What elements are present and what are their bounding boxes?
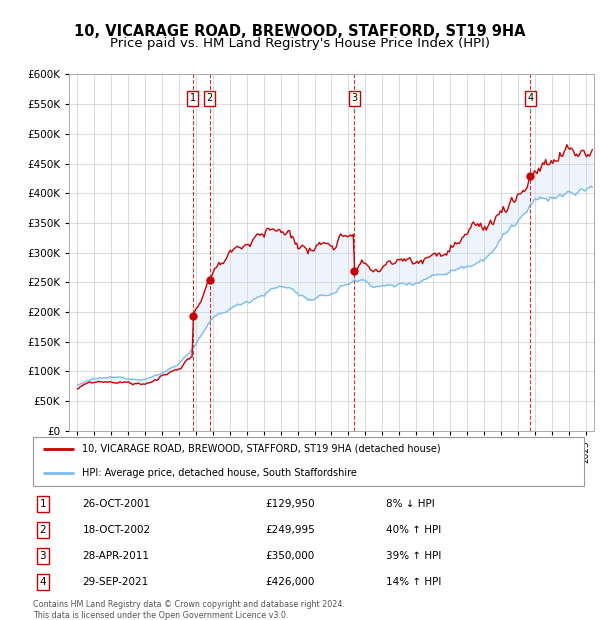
Text: £426,000: £426,000 — [265, 577, 314, 587]
Text: 26-OCT-2001: 26-OCT-2001 — [83, 499, 151, 509]
Text: 39% ↑ HPI: 39% ↑ HPI — [386, 551, 442, 561]
Text: 10, VICARAGE ROAD, BREWOOD, STAFFORD, ST19 9HA: 10, VICARAGE ROAD, BREWOOD, STAFFORD, ST… — [74, 24, 526, 38]
Text: 28-APR-2011: 28-APR-2011 — [83, 551, 149, 561]
Text: £129,950: £129,950 — [265, 499, 314, 509]
Text: 4: 4 — [527, 93, 533, 103]
Text: 3: 3 — [351, 93, 357, 103]
Text: 4: 4 — [40, 577, 46, 587]
Text: 10, VICARAGE ROAD, BREWOOD, STAFFORD, ST19 9HA (detached house): 10, VICARAGE ROAD, BREWOOD, STAFFORD, ST… — [82, 443, 440, 454]
Text: 29-SEP-2021: 29-SEP-2021 — [83, 577, 149, 587]
Text: 3: 3 — [40, 551, 46, 561]
Text: Price paid vs. HM Land Registry's House Price Index (HPI): Price paid vs. HM Land Registry's House … — [110, 37, 490, 50]
Text: HPI: Average price, detached house, South Staffordshire: HPI: Average price, detached house, Sout… — [82, 469, 356, 479]
Text: 8% ↓ HPI: 8% ↓ HPI — [386, 499, 435, 509]
Text: 14% ↑ HPI: 14% ↑ HPI — [386, 577, 442, 587]
Text: Contains HM Land Registry data © Crown copyright and database right 2024.
This d: Contains HM Land Registry data © Crown c… — [33, 600, 345, 619]
FancyBboxPatch shape — [33, 437, 584, 486]
Text: 2: 2 — [40, 525, 46, 535]
Text: 1: 1 — [40, 499, 46, 509]
Text: 2: 2 — [206, 93, 212, 103]
Text: 18-OCT-2002: 18-OCT-2002 — [83, 525, 151, 535]
Text: £249,995: £249,995 — [265, 525, 314, 535]
Text: 40% ↑ HPI: 40% ↑ HPI — [386, 525, 442, 535]
Text: £350,000: £350,000 — [265, 551, 314, 561]
Text: 1: 1 — [190, 93, 196, 103]
